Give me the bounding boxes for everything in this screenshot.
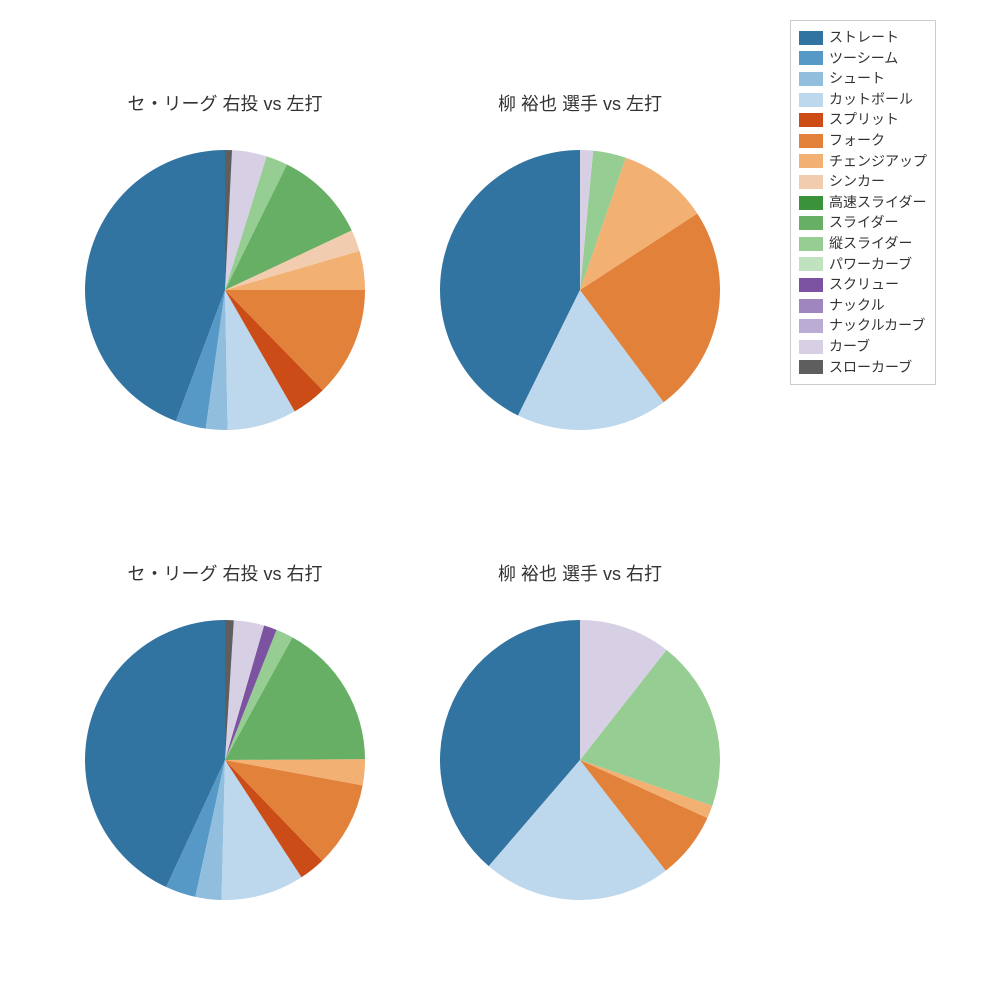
legend: ストレートツーシームシュートカットボールスプリットフォークチェンジアップシンカー… <box>790 20 936 385</box>
legend-label: ナックル <box>829 296 885 316</box>
legend-label: 縦スライダー <box>829 234 912 254</box>
chart-grid: 44.38.012.710.7セ・リーグ 右投 vs 左打42.717.524.… <box>0 0 1000 1000</box>
legend-item: ストレート <box>799 28 927 48</box>
pie-chart <box>85 150 365 430</box>
legend-item: スプリット <box>799 110 927 130</box>
pie-chart <box>85 620 365 900</box>
legend-label: シュート <box>829 69 885 89</box>
legend-label: チェンジアップ <box>829 152 927 172</box>
legend-item: フォーク <box>799 131 927 151</box>
legend-item: スクリュー <box>799 275 927 295</box>
legend-label: ストレート <box>829 28 899 48</box>
legend-swatch <box>799 196 823 210</box>
legend-swatch <box>799 237 823 251</box>
legend-label: スプリット <box>829 110 899 130</box>
legend-item: ツーシーム <box>799 49 927 69</box>
legend-item: ナックルカーブ <box>799 316 927 336</box>
legend-label: カーブ <box>829 337 870 357</box>
legend-swatch <box>799 51 823 65</box>
legend-swatch <box>799 113 823 127</box>
legend-label: パワーカーブ <box>829 255 912 275</box>
legend-item: シュート <box>799 69 927 89</box>
legend-item: チェンジアップ <box>799 152 927 172</box>
legend-label: フォーク <box>829 131 885 151</box>
legend-label: ナックルカーブ <box>829 316 925 336</box>
chart-title: セ・リーグ 右投 vs 左打 <box>127 90 322 116</box>
legend-label: スクリュー <box>829 275 899 295</box>
legend-item: 縦スライダー <box>799 234 927 254</box>
chart-title: 柳 裕也 選手 vs 左打 <box>498 90 662 116</box>
legend-item: カットボール <box>799 90 927 110</box>
legend-swatch <box>799 134 823 148</box>
chart-title: セ・リーグ 右投 vs 右打 <box>127 560 322 586</box>
legend-item: カーブ <box>799 337 927 357</box>
legend-swatch <box>799 154 823 168</box>
legend-swatch <box>799 299 823 313</box>
legend-swatch <box>799 257 823 271</box>
legend-swatch <box>799 319 823 333</box>
legend-swatch <box>799 93 823 107</box>
legend-label: スローカーブ <box>829 358 912 378</box>
legend-swatch <box>799 340 823 354</box>
legend-swatch <box>799 31 823 45</box>
legend-swatch <box>799 72 823 86</box>
pie-chart <box>440 620 720 900</box>
legend-swatch <box>799 278 823 292</box>
chart-title: 柳 裕也 選手 vs 右打 <box>498 560 662 586</box>
legend-label: ツーシーム <box>829 49 898 69</box>
legend-swatch <box>799 360 823 374</box>
legend-label: シンカー <box>829 172 885 192</box>
legend-label: スライダー <box>829 213 898 233</box>
legend-item: シンカー <box>799 172 927 192</box>
legend-item: パワーカーブ <box>799 255 927 275</box>
legend-item: ナックル <box>799 296 927 316</box>
legend-label: カットボール <box>829 90 913 110</box>
legend-item: スライダー <box>799 213 927 233</box>
legend-label: 高速スライダー <box>829 193 926 213</box>
legend-swatch <box>799 175 823 189</box>
legend-swatch <box>799 216 823 230</box>
legend-item: スローカーブ <box>799 358 927 378</box>
pie-chart <box>440 150 720 430</box>
legend-item: 高速スライダー <box>799 193 927 213</box>
